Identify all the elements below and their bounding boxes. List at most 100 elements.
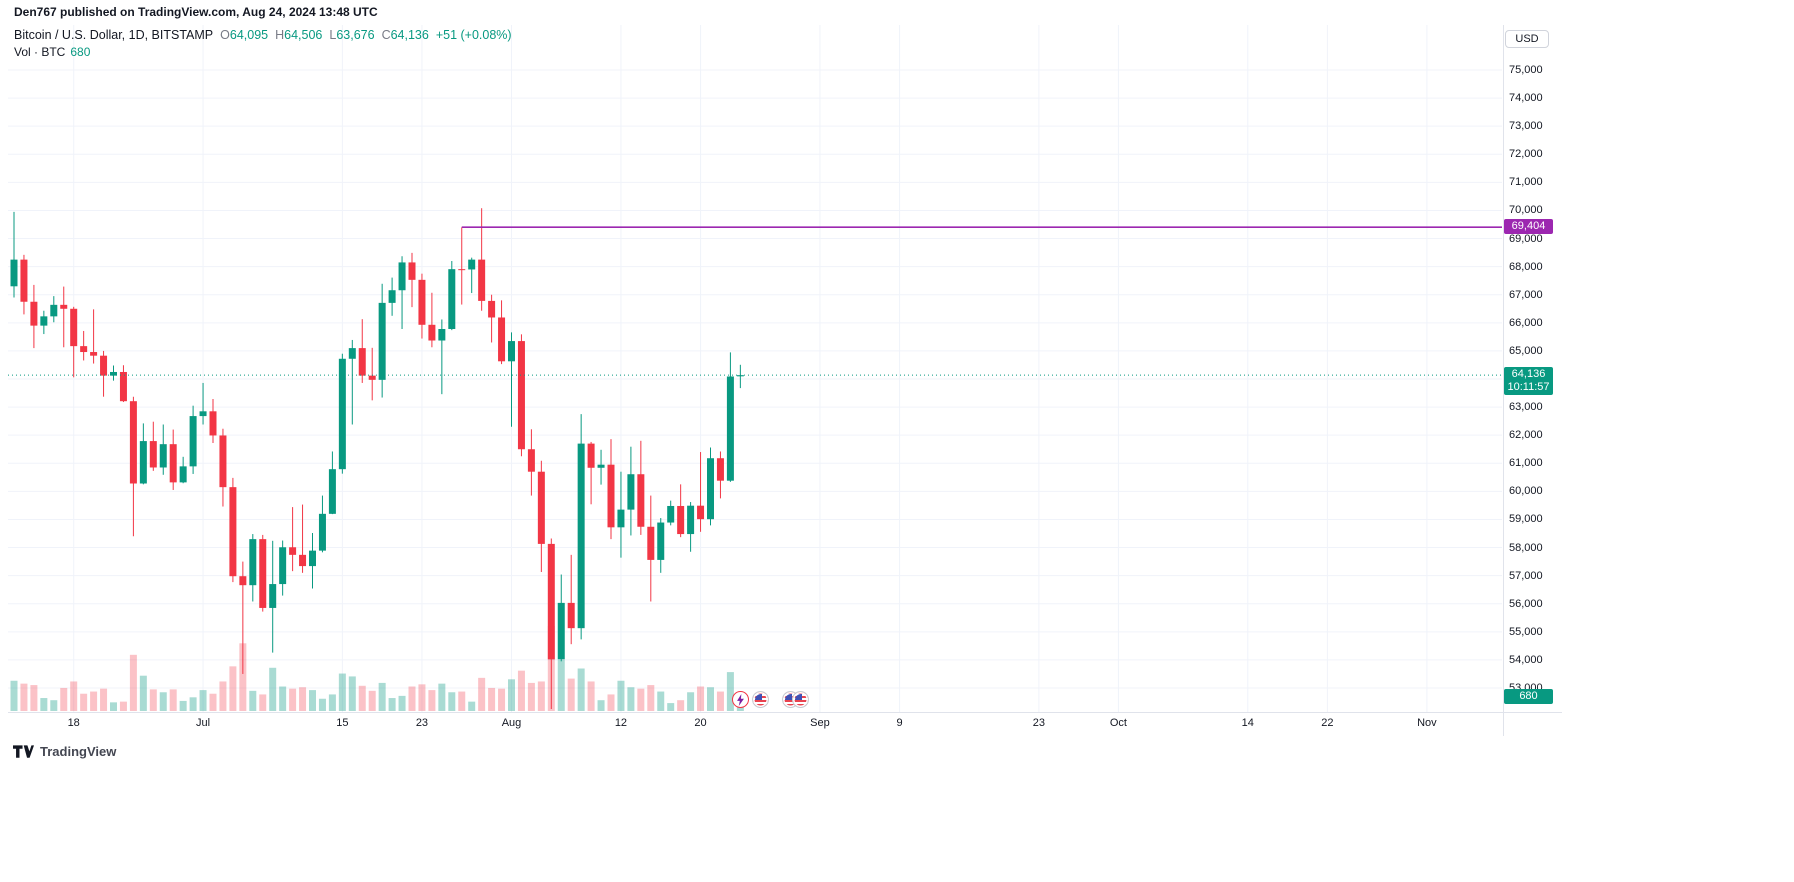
volume-bar xyxy=(149,689,157,711)
candle-body xyxy=(239,576,247,586)
volume-bar xyxy=(567,678,575,711)
volume-bar xyxy=(637,688,645,711)
high-label: H xyxy=(275,28,285,42)
candle-body xyxy=(657,522,665,560)
volume-bar xyxy=(468,701,476,711)
volume-bar xyxy=(736,706,744,711)
volume-bar xyxy=(498,688,506,711)
candle-body xyxy=(299,554,307,567)
volume-bar xyxy=(30,685,38,711)
candle-body xyxy=(229,487,237,577)
us-flag-event-icon[interactable] xyxy=(751,691,769,708)
candle-body xyxy=(517,341,525,450)
volume-bar xyxy=(368,690,376,711)
volume-bar xyxy=(587,681,595,711)
candle-body xyxy=(30,301,38,326)
volume-bar xyxy=(328,694,336,711)
volume-bar xyxy=(338,673,346,711)
candle-body xyxy=(667,505,675,523)
volume-bar xyxy=(577,668,585,711)
candle-body xyxy=(617,509,625,528)
volume-bar xyxy=(428,690,436,711)
volume-bar xyxy=(229,666,237,711)
volume-bar xyxy=(398,695,406,711)
candle-body xyxy=(736,375,744,377)
candle-body xyxy=(199,411,207,417)
candle-body xyxy=(677,505,685,535)
candle-body xyxy=(726,376,734,481)
symbol-title[interactable]: Bitcoin / U.S. Dollar, 1D, BITSTAMP xyxy=(14,28,214,42)
currency-unit-button[interactable]: USD xyxy=(1505,30,1549,48)
candle-body xyxy=(189,416,197,467)
candle-body xyxy=(537,471,545,544)
tradingview-logo[interactable]: TradingView xyxy=(13,744,116,759)
volume-bar xyxy=(209,693,217,711)
volume-bar xyxy=(378,682,386,711)
attribution-text: Den767 published on TradingView.com, Aug… xyxy=(14,5,378,19)
volume-bar xyxy=(408,686,416,711)
volume-bar xyxy=(70,681,78,711)
open-label: O xyxy=(220,28,230,42)
tradingview-logo-text: TradingView xyxy=(40,744,117,759)
volume-bar xyxy=(119,701,127,711)
volume-bar xyxy=(517,670,525,711)
volume-bar xyxy=(100,688,108,711)
chart-legend: Bitcoin / U.S. Dollar, 1D, BITSTAMP O64,0… xyxy=(14,28,512,60)
candle-body xyxy=(10,259,18,287)
candle-body xyxy=(269,584,277,608)
volume-bar xyxy=(129,654,137,711)
candle-body xyxy=(716,458,724,481)
volume-bar xyxy=(179,700,187,711)
close-label: C xyxy=(381,28,391,42)
candle-body xyxy=(478,259,486,301)
candle-body xyxy=(139,441,147,484)
candle-body xyxy=(249,539,257,586)
close-value: 64,136 xyxy=(390,28,429,42)
volume-bar xyxy=(60,687,68,711)
volume-value: 680 xyxy=(70,45,91,59)
volume-bar xyxy=(299,687,307,711)
volume-bar xyxy=(259,694,267,711)
candle-body xyxy=(70,308,78,347)
candle-body xyxy=(388,290,396,303)
volume-bar xyxy=(348,676,356,711)
volume-bar xyxy=(726,672,734,711)
volume-bar xyxy=(527,682,535,711)
high-value: 64,506 xyxy=(284,28,323,42)
candle-body xyxy=(498,317,506,362)
candle-body xyxy=(408,262,416,280)
volume-bar xyxy=(687,692,695,711)
candle-body xyxy=(348,348,356,359)
candle-body xyxy=(318,513,326,551)
candle-body xyxy=(527,449,535,472)
candle-body xyxy=(289,547,297,555)
candle-body xyxy=(697,505,705,520)
candle-body xyxy=(60,304,68,309)
low-value: 63,676 xyxy=(336,28,375,42)
volume-bar xyxy=(657,691,665,711)
volume-bar xyxy=(169,689,177,711)
legend-row-volume: Vol · BTC 680 xyxy=(14,45,512,60)
candle-body xyxy=(488,300,496,318)
volume-bar xyxy=(159,692,167,711)
low-label: L xyxy=(329,28,337,42)
volume-bar xyxy=(537,681,545,711)
volume-bar xyxy=(20,683,28,711)
candle-body xyxy=(368,375,376,380)
volume-label: Vol · BTC xyxy=(14,45,66,59)
candle-body xyxy=(169,444,177,483)
us-flag-event-icon[interactable] xyxy=(791,691,809,708)
candle-body xyxy=(547,543,555,660)
candle-body xyxy=(378,302,386,380)
candle-body xyxy=(707,458,714,520)
volume-bar xyxy=(110,702,117,711)
volume-bar xyxy=(667,703,675,711)
candle-body xyxy=(627,474,635,510)
volume-bar xyxy=(40,698,48,711)
volume-bar xyxy=(289,688,297,711)
lightning-event-icon[interactable] xyxy=(731,691,749,708)
candle-body xyxy=(577,443,585,629)
